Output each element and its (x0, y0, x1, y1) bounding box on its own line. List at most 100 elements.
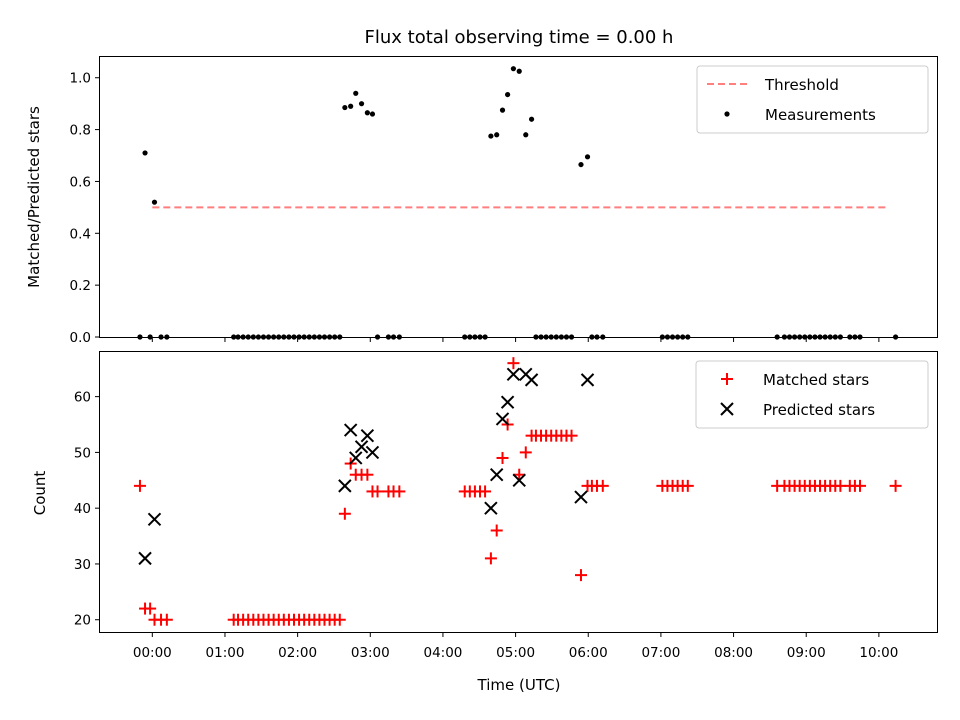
matched-star-point (496, 451, 509, 464)
top-y-tick-label: 0.4 (70, 226, 91, 242)
bottom-legend-box (695, 360, 929, 429)
x-tick-label: 09:00 (787, 645, 826, 661)
measurement-point (516, 68, 522, 74)
x-tick-label: 04:00 (423, 645, 462, 661)
bottom-y-ticks: 20 30 40 50 60 (74, 390, 100, 629)
x-axis-label: Time (UTC) (477, 676, 561, 694)
matched-star-point (490, 524, 503, 537)
matched-star-point (507, 357, 520, 370)
matched-star-point (371, 485, 384, 498)
predicted-star-point (500, 395, 515, 409)
predicted-legend-label: Predicted stars (763, 401, 875, 419)
predicted-star-point (349, 451, 363, 465)
threshold-legend-label: Threshold (764, 76, 839, 94)
predicted-star-point (338, 479, 352, 493)
x-tick-label: 08:00 (714, 645, 753, 661)
measurements-legend-icon (724, 111, 730, 117)
measurement-point (584, 154, 591, 160)
matched-star-point (889, 479, 902, 492)
matched-legend-label: Matched stars (763, 371, 869, 389)
predicted-star-point (360, 428, 375, 443)
matched-star-point (513, 468, 526, 481)
matched-star-point (338, 507, 351, 520)
predicted-star-point (343, 423, 358, 437)
bottom-y-tick-label: 20 (74, 613, 91, 629)
top-y-tick-label: 1.0 (70, 71, 91, 87)
x-tick-label: 01:00 (206, 645, 245, 661)
predicted-star-point (506, 367, 521, 382)
predicted-star-point (354, 440, 369, 454)
matched-star-point (133, 479, 146, 492)
measurement-point (342, 104, 348, 111)
x-tick-label: 03:00 (351, 645, 390, 661)
predicted-star-point (512, 473, 526, 487)
predicted-star-point (138, 551, 152, 566)
matched-legend-icon (721, 373, 733, 385)
top-legend-box (696, 65, 929, 134)
measurement-point (488, 133, 494, 139)
bottom-x-ticks: 00:00 01:00 02:00 03:00 04:00 05:00 06:00 07:00… (133, 632, 898, 661)
matched-star-point (565, 429, 578, 442)
bottom-y-tick-label: 30 (74, 557, 91, 573)
measurement-point (528, 116, 535, 122)
matched-star-point (681, 479, 694, 492)
matched-star-point (144, 602, 157, 615)
x-tick-label: 06:00 (569, 645, 608, 661)
matched-star-point (479, 485, 492, 498)
matched-stars-series (133, 357, 902, 626)
measurement-point (494, 132, 500, 138)
predicted-legend-icon (720, 402, 734, 416)
x-tick-label: 10:00 (859, 645, 898, 661)
top-legend: Threshold Measurements (696, 65, 929, 134)
measurement-point (510, 66, 517, 72)
predicted-star-point (580, 373, 595, 387)
top-y-tick-label: 0.6 (70, 174, 91, 190)
predicted-star-point (495, 412, 510, 426)
measurement-point (523, 132, 529, 138)
measurement-point (499, 107, 506, 113)
bottom-y-tick-label: 50 (74, 445, 91, 461)
matched-star-point (574, 569, 587, 582)
x-tick-label: 00:00 (133, 645, 172, 661)
x-tick-label: 05:00 (496, 645, 535, 661)
predicted-star-point (524, 373, 539, 387)
measurement-point (578, 161, 584, 168)
measurement-point (353, 90, 359, 96)
top-plot-frame (99, 56, 938, 338)
top-y-axis-label: Matched/Predicted stars (25, 106, 43, 288)
x-tick-label: 02:00 (278, 645, 317, 661)
top-y-tick-label: 0.2 (70, 278, 91, 294)
chart-title: Flux total observing time = 0.00 h (365, 27, 674, 48)
measurement-point (364, 110, 370, 116)
predicted-star-point (574, 490, 588, 504)
matched-star-point (160, 613, 173, 626)
matched-star-point (393, 485, 406, 498)
matched-star-point (596, 479, 609, 492)
bottom-legend: Matched stars Predicted stars (695, 360, 929, 429)
predicted-star-point (489, 468, 504, 482)
bottom-y-axis-label: Count (31, 471, 49, 516)
top-y-tick-label: 0.0 (70, 330, 91, 346)
bottom-y-tick-label: 40 (74, 501, 91, 517)
predicted-star-point (484, 501, 498, 515)
count-panel: Count Time (UTC) 20 30 40 50 60 00:00 01:00 02… (31, 351, 938, 694)
predicted-star-point (147, 512, 162, 527)
top-y-tick-label: 0.8 (70, 123, 91, 139)
measurement-point (358, 101, 365, 107)
ratio-panel: Flux total observing time = 0.00 h Match… (25, 27, 938, 346)
bottom-y-tick-label: 60 (74, 390, 91, 406)
matched-star-point (361, 468, 374, 481)
matched-star-point (519, 446, 532, 459)
measurement-point (505, 91, 511, 98)
predicted-star-point (365, 445, 380, 460)
measurement-point (369, 111, 376, 117)
bottom-plot-frame (99, 351, 938, 633)
matched-star-point (333, 613, 346, 626)
x-tick-label: 07:00 (641, 645, 680, 661)
measurements-legend-label: Measurements (765, 106, 876, 124)
measurement-point (348, 103, 354, 109)
matched-star-point (853, 479, 866, 492)
predicted-stars-series (138, 367, 595, 566)
measurement-point (142, 150, 148, 156)
